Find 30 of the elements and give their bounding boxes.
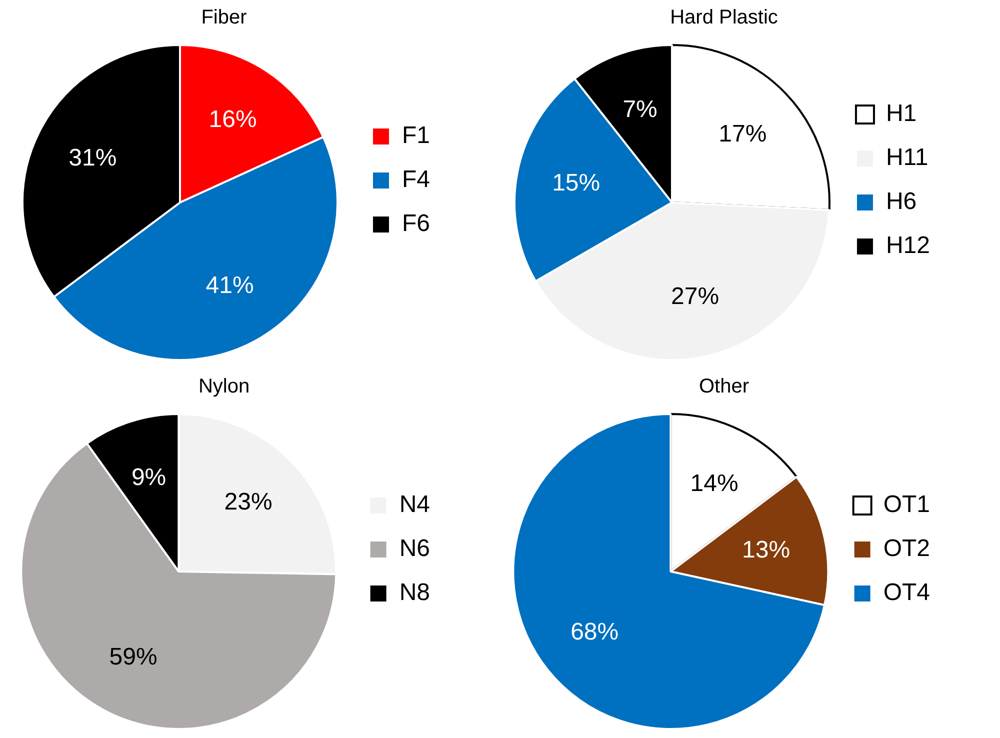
chart-title: Other <box>698 376 750 398</box>
legend-label: H11 <box>886 144 928 172</box>
legend-label: OT1 <box>883 491 930 518</box>
data-label: 7% <box>622 96 658 123</box>
chart-title: Fiber <box>201 6 248 29</box>
legend-label: H12 <box>886 232 930 260</box>
data-label: 27% <box>670 283 720 310</box>
legend-label: F1 <box>402 122 430 150</box>
legend-label: F4 <box>402 166 430 194</box>
data-label: 14% <box>690 470 738 497</box>
data-label: 15% <box>552 170 600 197</box>
data-label: 16% <box>208 106 257 133</box>
legend-label: N4 <box>399 491 430 518</box>
legend-label: H6 <box>886 188 917 216</box>
legend-label: OT2 <box>883 535 930 562</box>
legend-label: H1 <box>886 100 917 128</box>
data-label: 9% <box>131 464 166 492</box>
chart-title: Nylon <box>198 376 250 398</box>
legend-label: F6 <box>402 210 430 238</box>
data-label: 23% <box>224 488 272 516</box>
chart-title: Hard Plastic <box>670 6 778 29</box>
data-label: 17% <box>718 120 767 148</box>
legend-label: N6 <box>399 535 430 562</box>
data-label: 41% <box>206 272 254 300</box>
data-label: 59% <box>109 644 158 671</box>
legend-label: OT4 <box>883 579 930 606</box>
data-label: 31% <box>68 144 117 172</box>
data-label: 13% <box>742 536 790 564</box>
data-label: 68% <box>570 618 619 646</box>
legend-label: N8 <box>399 579 430 606</box>
